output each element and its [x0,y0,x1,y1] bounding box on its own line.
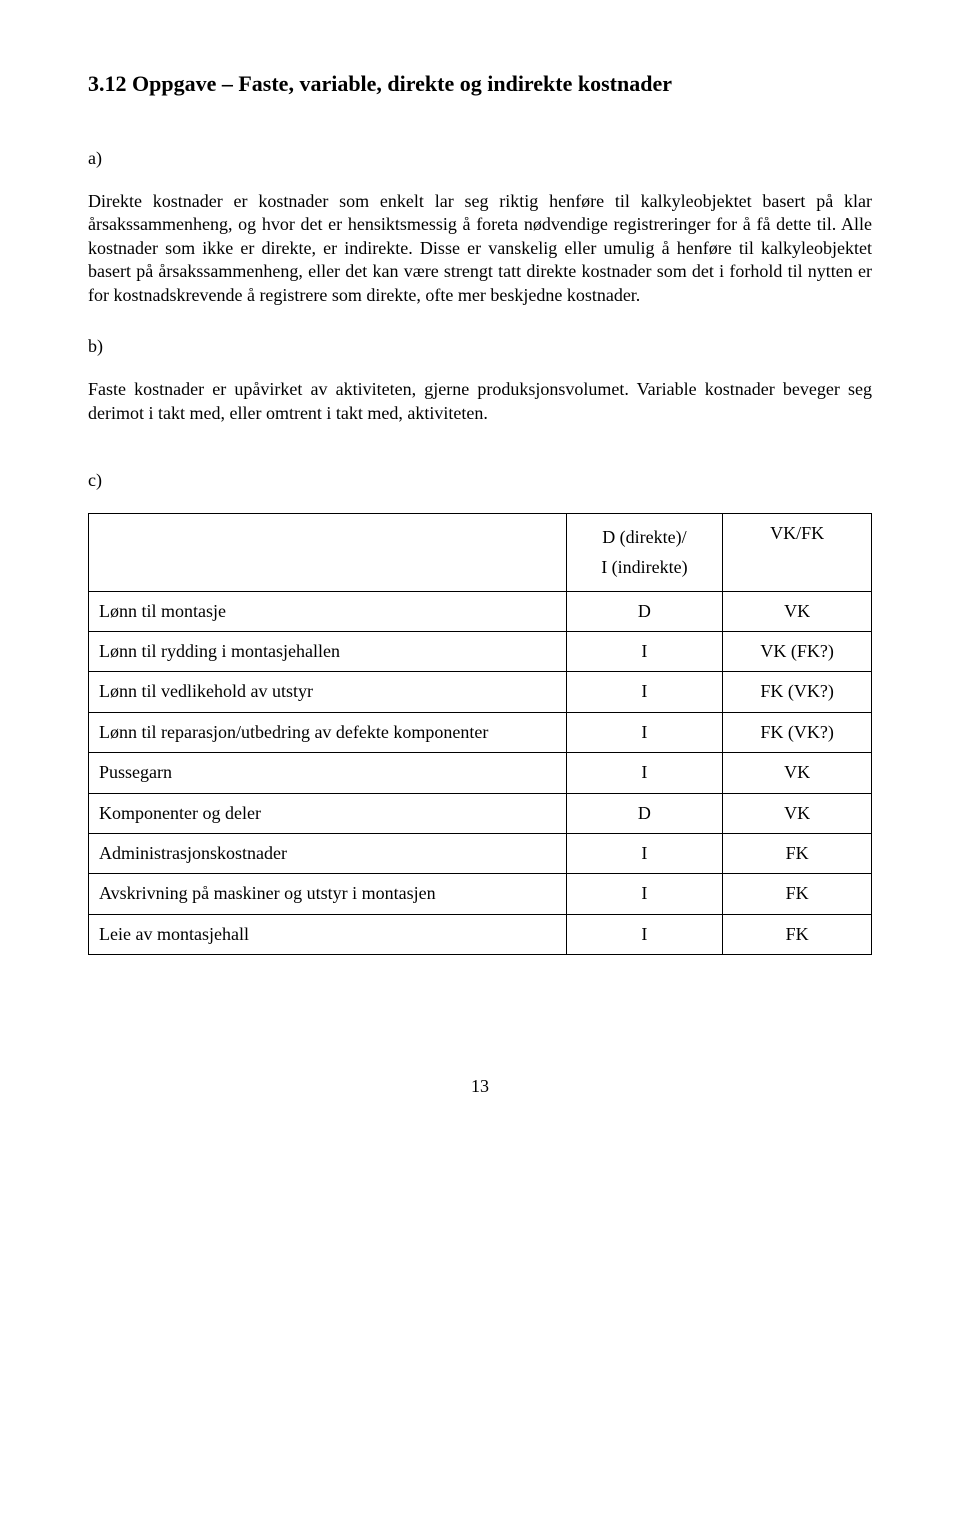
table-cell-label: Leie av montasjehall [89,914,567,954]
section-b-text: Faste kostnader er upåvirket av aktivite… [88,378,872,425]
table-header-col2: D (direkte)/ I (indirekte) [566,513,723,591]
table-cell-c2: I [566,672,723,712]
table-header-col2-bottom: I (indirekte) [601,552,687,583]
table-cell-c2: I [566,753,723,793]
table-cell-c3: VK [723,793,872,833]
table-cell-label: Lønn til montasje [89,591,567,631]
section-a-text: Direkte kostnader er kostnader som enkel… [88,190,872,307]
table-row: Lønn til rydding i montasjehallen I VK (… [89,632,872,672]
table-header-row: D (direkte)/ I (indirekte) VK/FK [89,513,872,591]
section-a-label: a) [88,147,872,170]
table-header-empty [89,513,567,591]
table-cell-label: Pussegarn [89,753,567,793]
table-cell-c2: I [566,914,723,954]
table-cell-c2: D [566,591,723,631]
page-title: 3.12 Oppgave – Faste, variable, direkte … [88,70,872,99]
table-cell-c3: VK [723,591,872,631]
table-cell-c3: FK [723,914,872,954]
table-cell-c2: I [566,712,723,752]
table-row: Avskrivning på maskiner og utstyr i mont… [89,874,872,914]
table-cell-c3: FK [723,834,872,874]
table-cell-label: Komponenter og deler [89,793,567,833]
table-cell-label: Avskrivning på maskiner og utstyr i mont… [89,874,567,914]
table-row: Leie av montasjehall I FK [89,914,872,954]
table-cell-label: Lønn til vedlikehold av utstyr [89,672,567,712]
table-cell-c2: I [566,874,723,914]
table-cell-c3: FK (VK?) [723,672,872,712]
table-cell-c2: D [566,793,723,833]
table-cell-c3: VK [723,753,872,793]
table-row: Komponenter og deler D VK [89,793,872,833]
table-cell-c3: FK (VK?) [723,712,872,752]
page-number: 13 [88,1075,872,1098]
table-header-col2-top: D (direkte)/ [602,522,686,553]
table-cell-label: Lønn til reparasjon/utbedring av defekte… [89,712,567,752]
section-b-label: b) [88,335,872,358]
table-row: Lønn til vedlikehold av utstyr I FK (VK?… [89,672,872,712]
table-cell-c3: VK (FK?) [723,632,872,672]
table-row: Lønn til montasje D VK [89,591,872,631]
table-header-col3: VK/FK [723,513,872,591]
table-row: Pussegarn I VK [89,753,872,793]
section-c-label: c) [88,469,872,492]
table-row: Lønn til reparasjon/utbedring av defekte… [89,712,872,752]
table-cell-c2: I [566,834,723,874]
table-cell-label: Lønn til rydding i montasjehallen [89,632,567,672]
table-cell-c3: FK [723,874,872,914]
table-cell-c2: I [566,632,723,672]
table-row: Administrasjonskostnader I FK [89,834,872,874]
table-cell-label: Administrasjonskostnader [89,834,567,874]
cost-table: D (direkte)/ I (indirekte) VK/FK Lønn ti… [88,513,872,956]
